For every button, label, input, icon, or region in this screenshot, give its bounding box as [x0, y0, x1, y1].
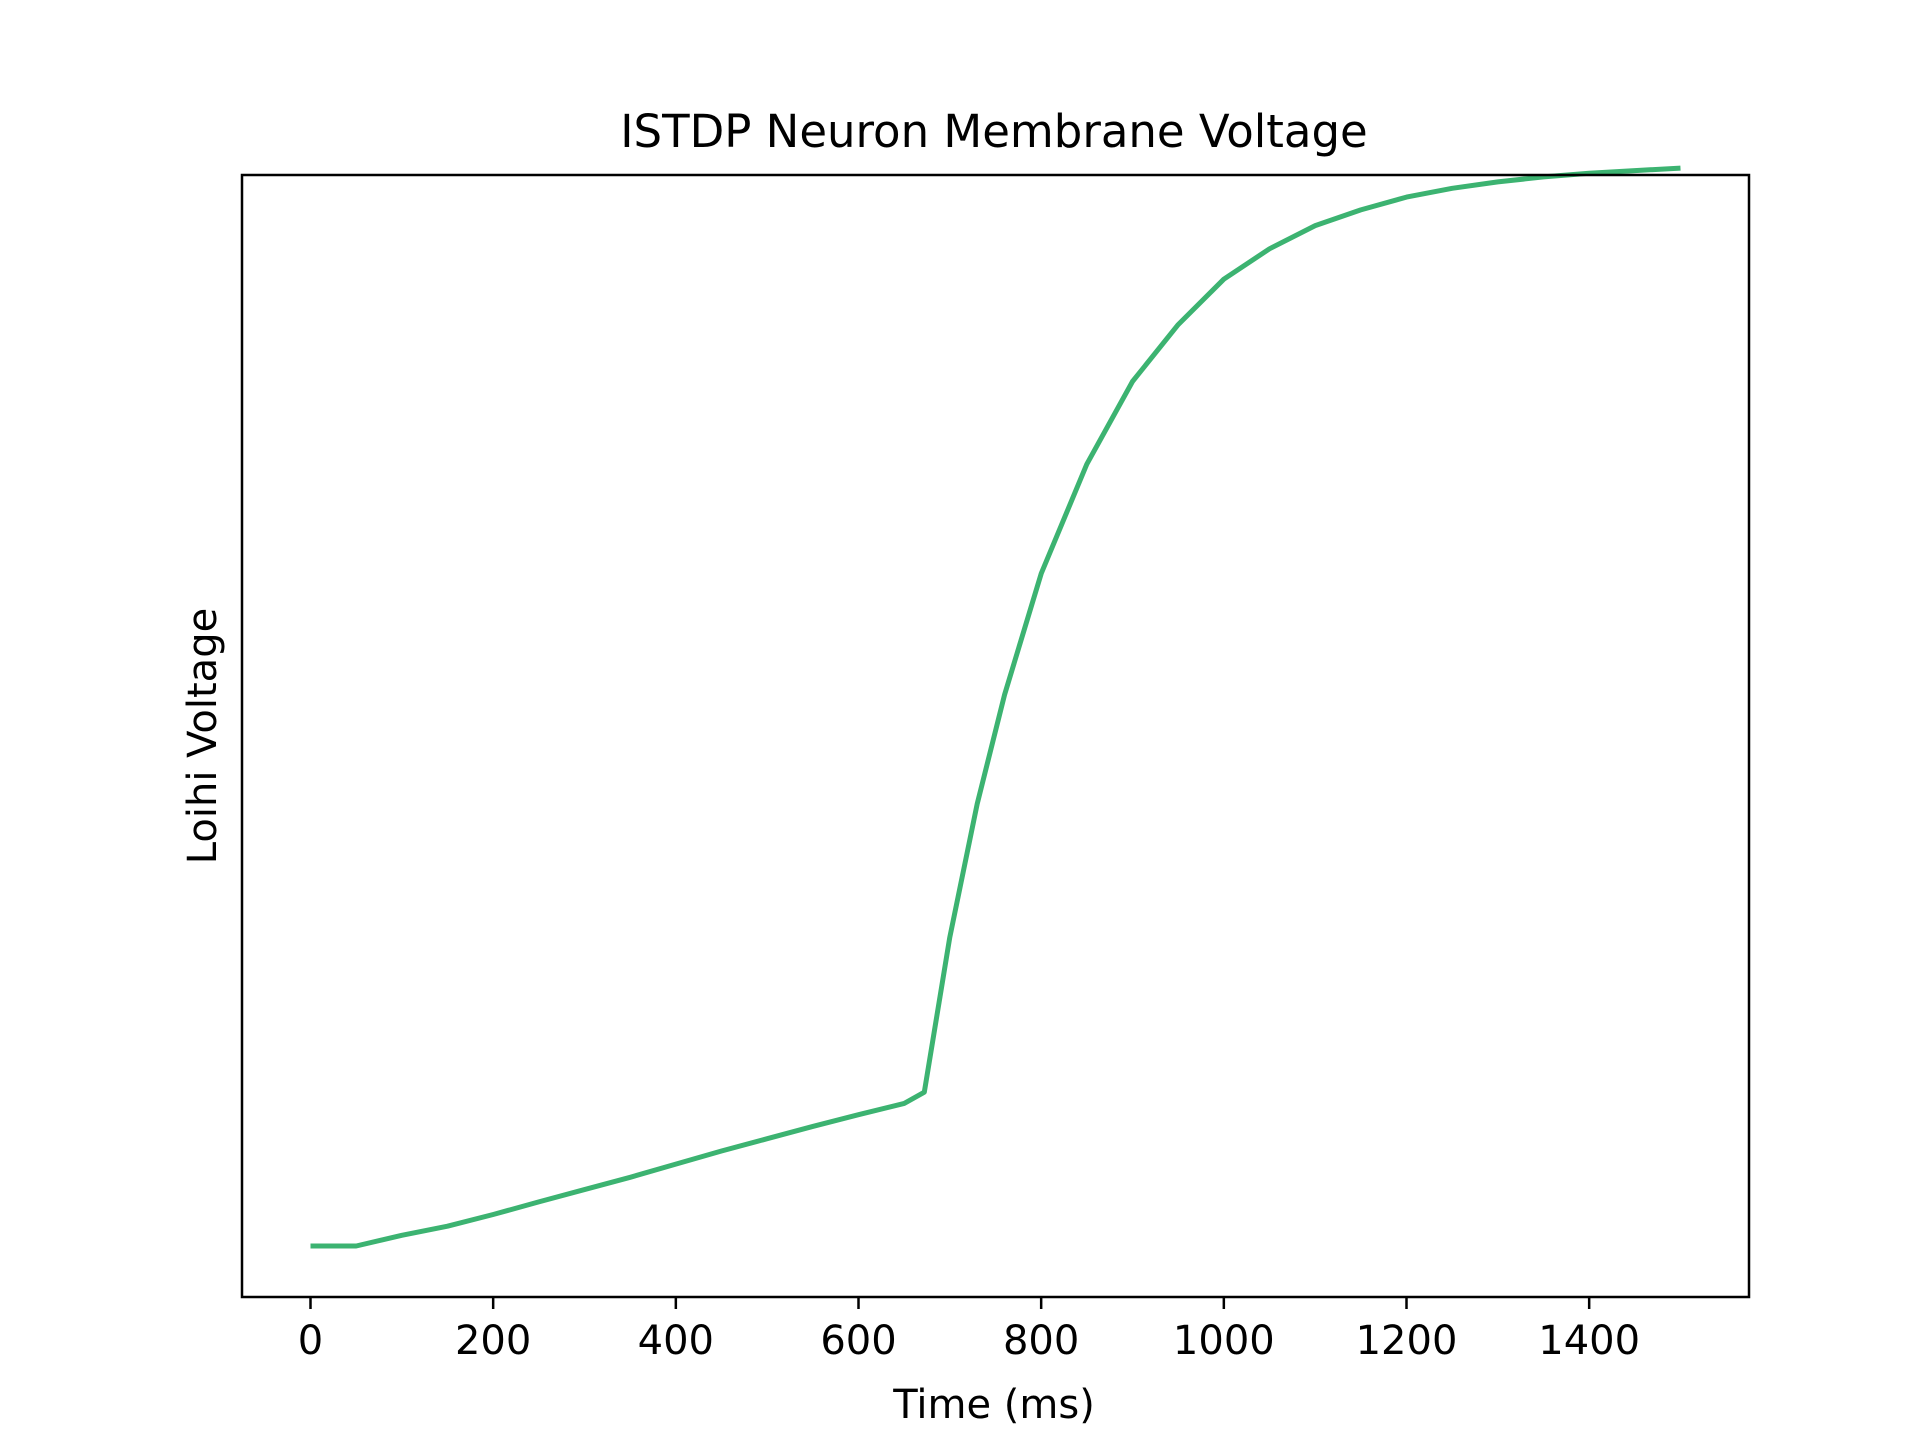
y-axis-label: Loihi Voltage [180, 608, 226, 864]
x-tick-label: 1400 [1538, 1318, 1640, 1364]
x-tick-label: 600 [820, 1318, 896, 1364]
x-axis: 0 200 400 600 800 1000 1200 1400 [298, 1297, 1640, 1364]
chart-title: ISTDP Neuron Membrane Voltage [620, 105, 1367, 158]
x-axis-label: Time (ms) [892, 1382, 1095, 1428]
x-tick-label: 800 [1003, 1318, 1079, 1364]
plot-frame [240, 173, 1751, 1299]
x-tick-label: 1000 [1173, 1318, 1275, 1364]
x-tick-label: 1200 [1356, 1318, 1458, 1364]
series-line-0 [310, 165, 1681, 1249]
series-layer [310, 165, 1681, 1249]
x-tick-label: 200 [455, 1318, 531, 1364]
x-tick-label: 0 [298, 1318, 323, 1364]
x-tick-label: 400 [638, 1318, 714, 1364]
